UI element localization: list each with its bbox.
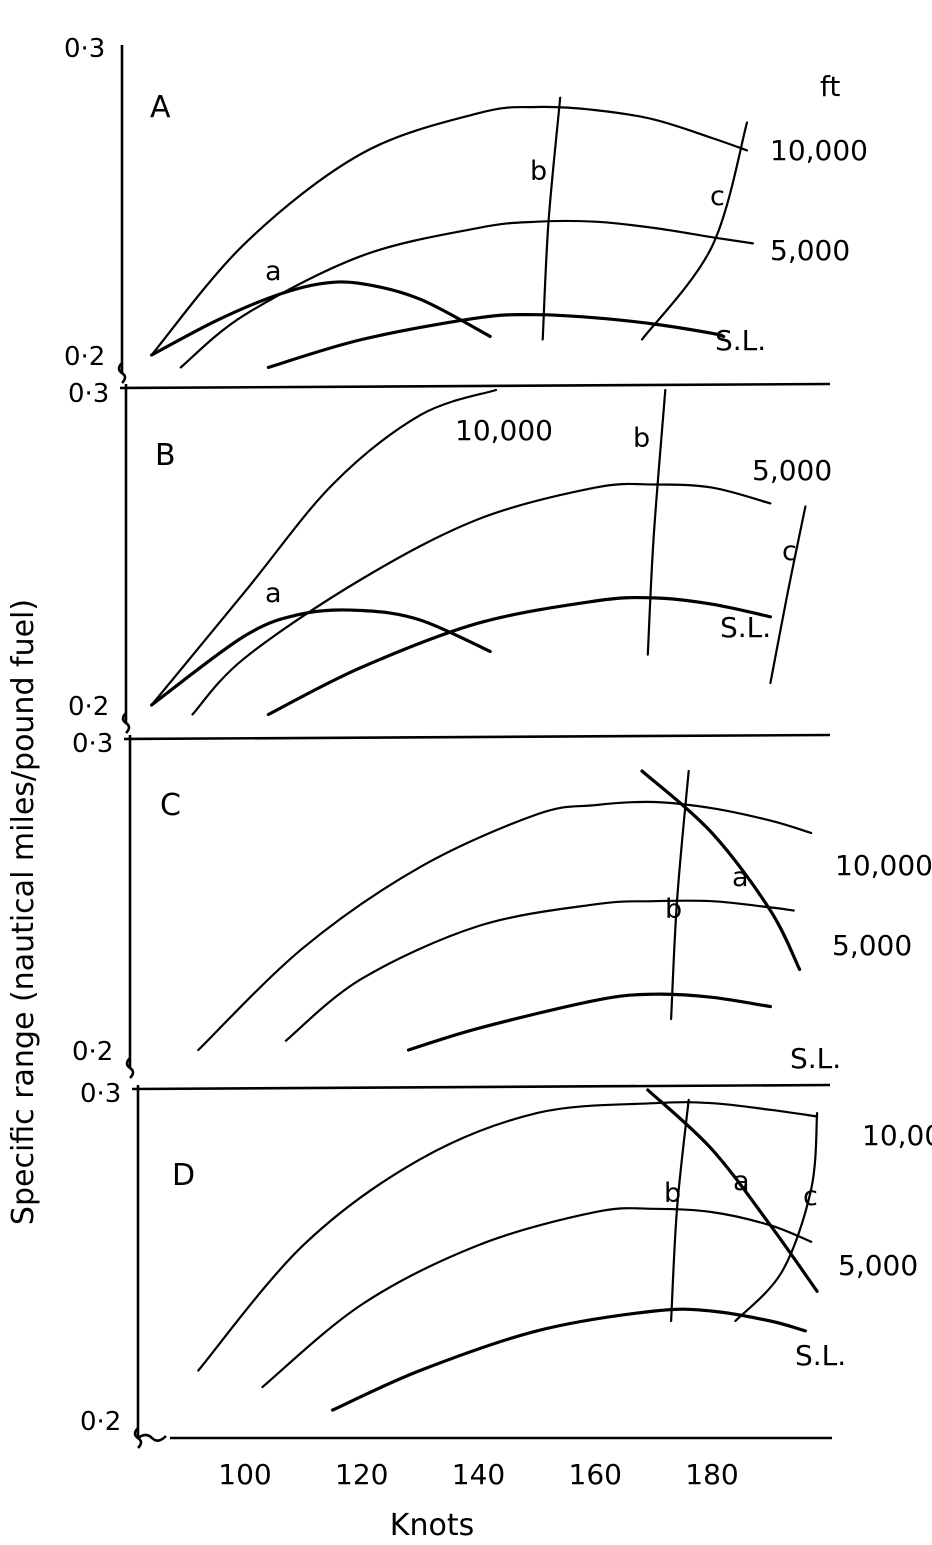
x-tick-label: 120 [335,1458,388,1491]
curve-b [670,769,690,1021]
curve-a [150,608,492,707]
curve-label: 10,00 [862,1119,932,1152]
curve-label: b [633,423,650,454]
curve-label: c [710,181,725,212]
panel-top-frame [119,382,831,390]
curve-label: S.L. [715,324,766,357]
panel-label: C [160,788,181,823]
curve-label: S.L. [720,611,771,644]
curve-c [734,1112,819,1323]
curve-label: S.L. [790,1042,841,1075]
x-tick-label: 140 [452,1458,505,1491]
curve-label: 10,000 [770,134,868,167]
curve-label: b [664,1178,681,1209]
axis-break-mark [137,1433,167,1442]
curve-label: c [803,1181,818,1212]
curve-5000 [261,1207,813,1389]
curve-10000 [197,800,813,1052]
panel-label: D [172,1158,195,1193]
curve-a [150,280,492,357]
axis-break-mark [125,1057,135,1079]
curve-10000 [150,105,749,357]
axis-break-mark [121,712,131,734]
curve-label: a [265,256,282,287]
y-tick-label: 0·3 [80,1079,121,1109]
axis-break-mark [117,362,127,384]
curve-b [541,96,562,341]
curve-label: 10,000 [835,849,932,882]
x-axis-label: Knots [390,1508,474,1543]
curve-b [646,388,667,656]
y-tick-label: 0·2 [64,342,105,372]
curve-c [769,505,807,685]
curve-a [646,1088,819,1293]
curve-label: a [733,1166,750,1197]
y-axis-label: Specific range (nautical miles/pound fue… [6,599,41,1225]
curve-label: b [530,156,547,187]
panel-label: B [155,438,176,473]
curve-b [670,1098,690,1323]
curve-label: 5,000 [770,234,850,267]
y-tick-label: 0·2 [72,1037,113,1067]
curve-10000 [150,388,498,707]
curve-label: a [265,578,282,609]
y-tick-label: 0·3 [68,379,109,409]
curve-sl [331,1307,807,1412]
x-tick-label: 100 [218,1458,271,1491]
curve-label: 5,000 [832,929,912,962]
curve-5000 [179,219,754,369]
x-tick-label: 160 [569,1458,622,1491]
curve-5000 [284,899,795,1042]
curve-label: b [665,894,682,925]
curve-sl [266,595,772,717]
curve-5000 [191,482,772,716]
y-tick-label: 0·3 [64,34,105,64]
curve-c [640,121,749,341]
panel-label: A [150,90,171,125]
curve-10000 [197,1101,819,1372]
curve-a [640,769,802,971]
curve-label: 5,000 [838,1249,918,1282]
curve-label: 10,000 [455,414,553,447]
curve-sl [406,992,772,1052]
y-tick-label: 0·3 [72,729,113,759]
curve-sl [266,312,726,369]
curve-label: c [782,536,797,567]
panel-top-frame [123,733,831,741]
y-tick-label: 0·2 [68,692,109,722]
curve-label: S.L. [795,1339,846,1372]
unit-label: ft [820,70,840,103]
x-tick-label: 180 [685,1458,738,1491]
y-tick-label: 0·2 [80,1407,121,1437]
curve-label: a [732,862,749,893]
panel-top-frame [131,1083,831,1091]
curve-label: 5,000 [752,454,832,487]
